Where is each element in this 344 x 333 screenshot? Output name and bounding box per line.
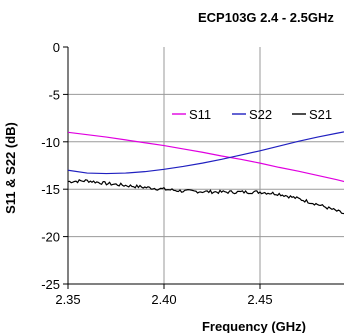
series-layer [68,131,344,215]
y-axis-label: S11 & S22 (dB) [3,122,18,214]
legend: S11 S22 S21 [172,107,332,122]
y-axis-ticks: 0 -5 -10 -15 -20 -25 [41,40,68,292]
y-tick-label: -15 [41,182,60,197]
x-axis-label: Frequency (GHz) [202,319,306,333]
series-line-s21 [68,179,344,215]
y-tick-label: -10 [41,135,60,150]
y-tick-label: -20 [41,230,60,245]
y-tick-label: 0 [53,40,60,55]
series-line-s11 [68,131,344,183]
x-tick-label: 2.40 [151,292,176,307]
x-tick-label: 2.35 [55,292,80,307]
series-line-s22 [68,131,344,175]
x-tick-label: 2.45 [247,292,272,307]
plot-frame [67,47,344,285]
grid [68,47,344,284]
x-axis-ticks: 2.352.402.452. [55,284,273,307]
legend-label-s11: S11 [189,107,211,122]
legend-label-s21: S21 [309,107,332,122]
y-tick-label: -25 [41,277,60,292]
legend-label-s22: S22 [249,107,272,122]
chart-title: ECP103G 2.4 - 2.5GHz [198,10,334,25]
y-tick-label: -5 [48,87,60,102]
